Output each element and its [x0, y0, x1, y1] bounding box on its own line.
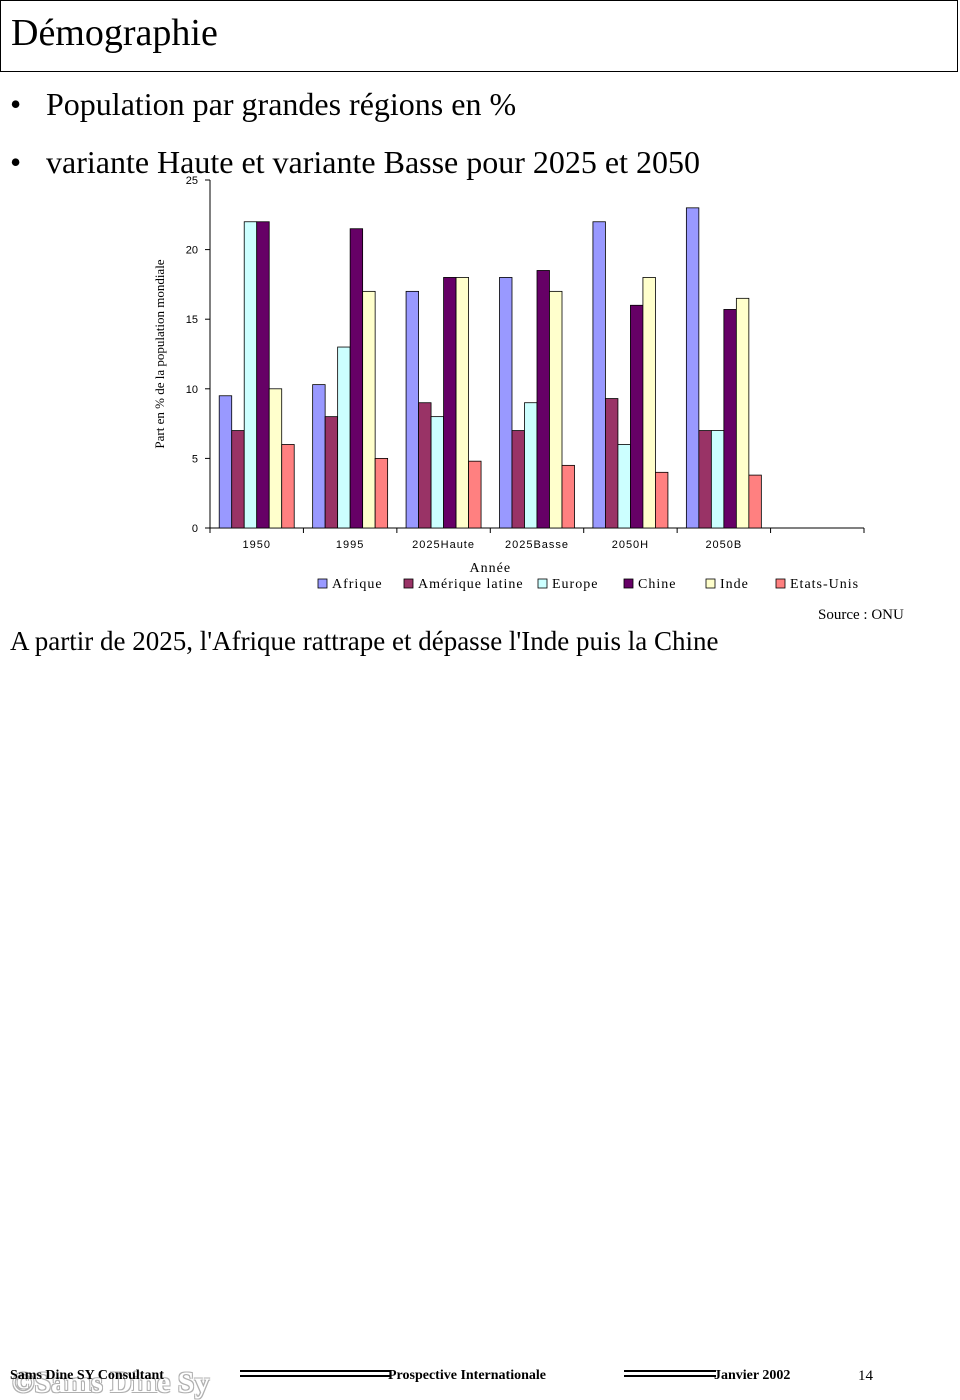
footer: ©Sams Dine Sy Sams Dine SY Consultant Pr… — [0, 680, 960, 1399]
bar-chine-2050b — [723, 309, 737, 529]
bullet-item: • Population par grandes régions en % — [10, 84, 700, 142]
footer-date: Janvier 2002 — [714, 1368, 791, 1383]
conclusion-text: A partir de 2025, l'Afrique rattrape et … — [10, 626, 719, 656]
bar-etats-unis-2050h — [655, 471, 669, 529]
bar-inde-2025haute — [455, 277, 469, 529]
legend-swatch-am-rique-latine — [403, 578, 414, 589]
footer-rule-right — [624, 1370, 716, 1377]
bar-europe-2025basse — [524, 402, 538, 529]
bar-am-rique-latine-1995 — [324, 416, 339, 529]
bar-am-rique-latine-2050b — [698, 430, 712, 529]
x-tick-label: 2025Basse — [505, 539, 569, 551]
bar-etats-unis-1995 — [374, 457, 389, 529]
bar-etats-unis-2025haute — [468, 460, 482, 529]
bar-afrique-2025basse — [499, 277, 513, 529]
bar-inde-1950 — [268, 388, 283, 529]
legend-swatch-inde — [705, 578, 716, 589]
bar-afrique-2050b — [685, 207, 700, 529]
bar-afrique-2025haute — [405, 290, 419, 529]
bar-am-rique-latine-2050h — [605, 398, 619, 529]
bar-europe-2050b — [710, 430, 725, 529]
title-box: Démographie — [0, 0, 958, 72]
legend-label-inde: Inde — [720, 577, 749, 592]
footer-subject: Prospective Internationale — [388, 1368, 546, 1383]
bar-afrique-1995 — [312, 384, 326, 529]
legend-label-chine: Chine — [638, 577, 676, 592]
bar-inde-1995 — [362, 290, 376, 529]
x-tick-label: 1995 — [336, 539, 364, 551]
x-tick-label: 1950 — [242, 539, 270, 551]
footer-author: Sams Dine SY Consultant — [10, 1368, 164, 1383]
population-bar-chart: 0 5 10 15 20 25 1950 1995 2025Haute 2025Basse 2050… — [152, 175, 865, 592]
legend-label-afrique: Afrique — [332, 577, 383, 592]
source-note: Source : ONU — [818, 607, 904, 623]
legend-label-europe: Europe — [552, 577, 598, 592]
bar-afrique-2050h — [592, 221, 606, 529]
bar-chine-1995 — [349, 228, 364, 529]
bar-etats-unis-1950 — [281, 444, 295, 529]
bar-inde-2050b — [735, 297, 750, 529]
y-tick-label: 5 — [192, 453, 198, 465]
y-tick-label: 0 — [192, 523, 198, 535]
slide-title: Démographie — [11, 12, 218, 54]
bullet-list: • Population par grandes régions en % • … — [10, 84, 700, 200]
legend-swatch-chine — [623, 578, 634, 589]
y-tick-label: 25 — [186, 175, 198, 187]
legend-label-etats-unis: Etats-Unis — [790, 577, 859, 592]
bullet-icon: • — [10, 144, 22, 180]
bar-chine-2050h — [630, 304, 644, 529]
bullet-text: variante Haute et variante Basse pour 20… — [46, 144, 700, 180]
bullet-icon: • — [10, 86, 22, 122]
x-tick-label: 2025Haute — [412, 539, 475, 551]
bar-europe-2025haute — [430, 416, 444, 529]
footer-rule-left — [240, 1370, 390, 1377]
bar-chine-2025haute — [443, 277, 457, 529]
y-tick-label: 10 — [186, 384, 198, 396]
bar-chine-1950 — [256, 221, 270, 529]
bar-europe-2050h — [617, 444, 631, 529]
legend-swatch-europe — [537, 578, 548, 589]
bar-inde-2025basse — [549, 290, 563, 529]
legend-swatch-afrique — [317, 578, 328, 589]
bar-am-rique-latine-1950 — [231, 430, 245, 529]
x-tick-label: 2050B — [705, 539, 742, 551]
y-tick-label: 15 — [186, 314, 198, 326]
bullet-item: • variante Haute et variante Basse pour … — [10, 142, 700, 200]
bar-europe-1995 — [337, 346, 351, 529]
legend-swatch-etats-unis — [775, 578, 786, 589]
bar-inde-2050h — [642, 277, 656, 529]
bar-chine-2025basse — [536, 270, 550, 529]
bar-am-rique-latine-2025basse — [511, 430, 525, 529]
bar-am-rique-latine-2025haute — [418, 402, 432, 529]
legend-label-am-rique-latine: Amérique latine — [418, 577, 524, 592]
x-axis-label: Année — [470, 561, 512, 576]
y-tick-label: 20 — [186, 245, 198, 257]
bar-afrique-1950 — [218, 395, 233, 529]
x-tick-label: 2050H — [612, 539, 649, 551]
bar-etats-unis-2050b — [748, 474, 762, 529]
y-axis-label: Part en % de la population mondiale — [152, 259, 167, 448]
page-number: 14 — [858, 1368, 873, 1384]
bar-europe-1950 — [243, 221, 258, 529]
bullet-text: Population par grandes régions en % — [46, 86, 517, 122]
bar-etats-unis-2025basse — [561, 464, 575, 529]
